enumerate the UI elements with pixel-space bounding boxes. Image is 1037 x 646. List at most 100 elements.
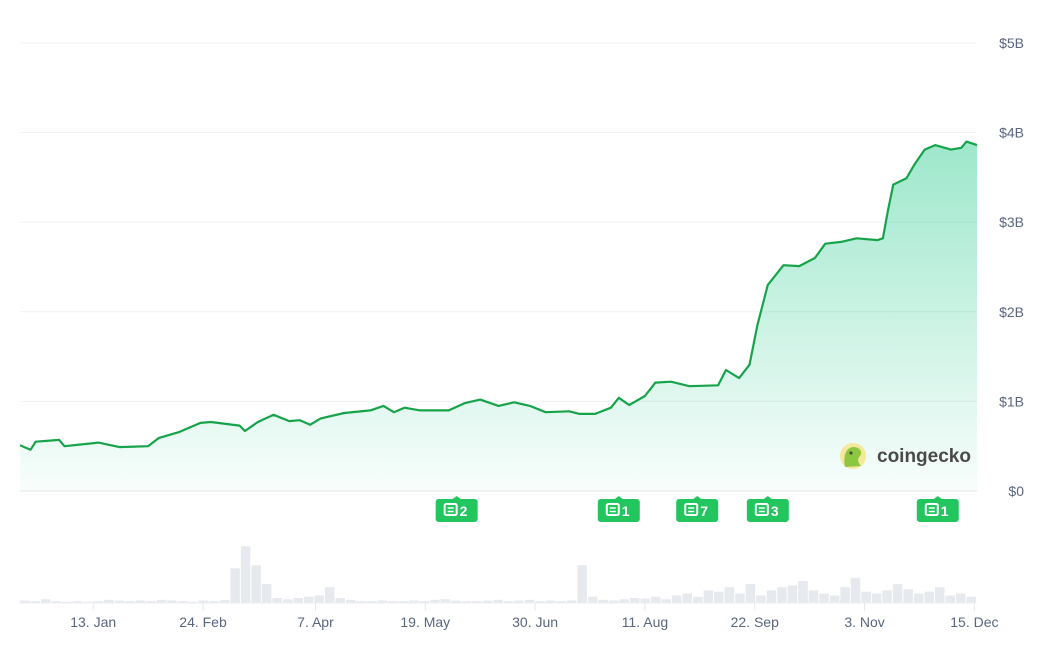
volume-bar xyxy=(503,601,514,603)
newspaper-icon xyxy=(924,503,939,516)
volume-bar xyxy=(282,599,293,603)
volume-bar xyxy=(398,601,409,603)
market-cap-area xyxy=(20,141,977,491)
news-marker[interactable]: 3 xyxy=(746,496,789,522)
volume-bar xyxy=(966,596,976,603)
x-tick-label: 7. Apr xyxy=(297,614,334,630)
x-tick-label: 22. Sep xyxy=(731,614,779,630)
news-marker[interactable]: 7 xyxy=(676,496,719,522)
news-marker[interactable]: 1 xyxy=(597,496,640,522)
volume-bar xyxy=(934,587,945,603)
volume-bar xyxy=(608,600,619,603)
news-markers[interactable]: 2 1 7 3 1 xyxy=(435,496,959,522)
news-marker[interactable]: 2 xyxy=(435,496,478,522)
volume-bar xyxy=(577,565,587,603)
volume-bar xyxy=(146,601,156,603)
volume-bar xyxy=(892,584,903,603)
y-axis: $0 $1B $2B $3B $4B $5B xyxy=(999,35,1024,499)
volume-bar xyxy=(346,599,356,603)
volume-bar xyxy=(871,593,882,603)
newspaper-icon xyxy=(754,503,769,516)
volume-bar xyxy=(20,600,30,603)
volume-bar xyxy=(766,590,777,603)
volume-bar xyxy=(861,591,871,603)
news-count: 7 xyxy=(700,503,708,519)
newspaper-icon xyxy=(684,503,699,516)
volume-bar xyxy=(177,601,188,603)
volume-bar xyxy=(314,595,324,603)
volume-bar xyxy=(367,601,377,603)
volume-bar xyxy=(566,600,577,603)
x-tick-label: 24. Feb xyxy=(179,614,227,630)
volume-bar xyxy=(335,597,346,603)
volume-bar xyxy=(198,600,209,603)
volume-bar xyxy=(104,599,114,603)
y-tick-label: $1B xyxy=(999,393,1024,409)
volume-bar xyxy=(524,599,535,603)
volume-bar xyxy=(303,596,314,603)
volume-bar xyxy=(240,546,251,603)
y-tick-label: $4B xyxy=(999,125,1024,141)
volume-bar xyxy=(798,580,808,603)
volume-bar xyxy=(650,596,661,603)
volume-bar xyxy=(135,600,146,603)
volume-bar xyxy=(388,601,398,603)
volume-bar xyxy=(230,568,240,603)
volume-bar xyxy=(693,596,703,603)
volume-bar xyxy=(472,601,482,603)
news-count: 1 xyxy=(941,503,949,519)
volume-bar xyxy=(377,600,388,603)
volume-bar xyxy=(356,601,367,603)
x-tick-label: 13. Jan xyxy=(70,614,116,630)
volume-bar xyxy=(514,600,524,603)
volume-bar xyxy=(945,595,955,603)
volume-bar xyxy=(619,599,629,603)
x-axis: 13. Jan 24. Feb 7. Apr 19. May 30. Jun 11. Au… xyxy=(70,603,999,630)
volume-bar xyxy=(819,593,829,603)
x-tick-label: 3. Nov xyxy=(844,614,884,630)
volume-bar xyxy=(493,599,503,603)
volume-bar xyxy=(30,601,41,603)
y-tick-label: $2B xyxy=(999,304,1024,320)
volume-bar xyxy=(714,591,724,603)
volume-bar xyxy=(409,600,419,603)
y-tick-label: $0 xyxy=(1008,483,1024,499)
volume-bar xyxy=(83,601,93,603)
volume-bar xyxy=(167,600,177,603)
volume-bar xyxy=(640,598,650,603)
newspaper-icon xyxy=(443,503,458,516)
volume-bar xyxy=(882,590,892,603)
x-tick-label: 11. Aug xyxy=(622,614,668,630)
volume-bar xyxy=(808,590,819,603)
volume-bar xyxy=(829,595,840,603)
volume-bar xyxy=(535,601,545,603)
volume-bar xyxy=(955,593,966,603)
volume-bar xyxy=(51,601,62,603)
volume-bar xyxy=(451,600,461,603)
volume-bar xyxy=(598,599,608,603)
volume-bar xyxy=(735,593,745,603)
volume-bar xyxy=(482,600,493,603)
volume-bar xyxy=(787,585,798,603)
volume-bar xyxy=(913,593,924,603)
news-count: 3 xyxy=(771,503,779,519)
volume-bar xyxy=(219,599,230,603)
volume-bar xyxy=(114,600,125,603)
volume-bar xyxy=(461,601,472,603)
coingecko-watermark: coingecko xyxy=(840,443,971,469)
volume-bar xyxy=(440,599,451,603)
volume-bar xyxy=(324,587,335,603)
volume-bar xyxy=(672,595,682,603)
volume-bars xyxy=(20,546,977,604)
y-tick-label: $5B xyxy=(999,35,1024,51)
volume-bar xyxy=(156,599,167,603)
volume-bar xyxy=(41,599,51,603)
x-tick-label: 30. Jun xyxy=(512,614,558,630)
volume-bar xyxy=(93,601,104,603)
market-cap-line xyxy=(19,140,978,451)
news-count: 2 xyxy=(460,503,468,519)
volume-bar xyxy=(293,597,303,603)
news-marker[interactable]: 1 xyxy=(916,496,959,522)
volume-bar xyxy=(903,589,913,603)
